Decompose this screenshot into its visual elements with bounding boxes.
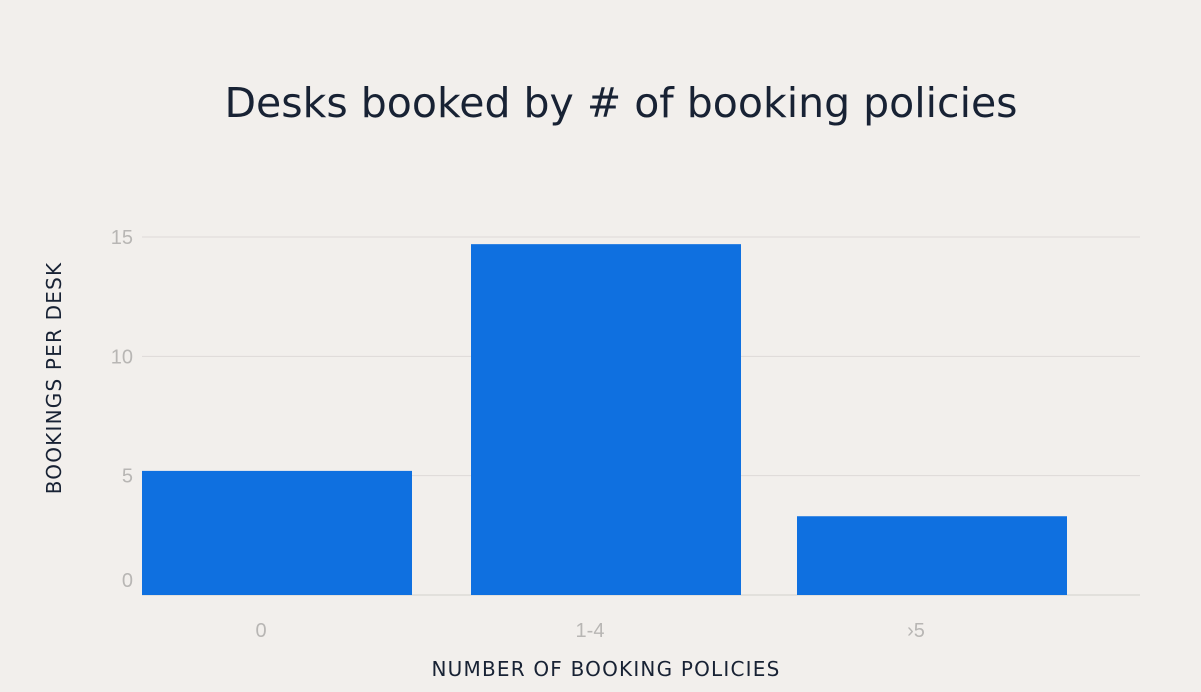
bars (142, 244, 1067, 595)
y-axis-ticks: 0 5 10 15 (111, 227, 133, 592)
bar (471, 244, 741, 595)
y-tick-label: 10 (111, 346, 133, 368)
bar (142, 470, 412, 595)
x-tick-label: 1-4 (576, 620, 605, 642)
x-axis-title: NUMBER OF BOOKING POLICIES (432, 657, 781, 681)
y-tick-label: 5 (122, 466, 133, 488)
chart-title: Desks booked by # of booking policies (224, 79, 1017, 127)
y-tick-label: 15 (111, 227, 133, 249)
bar (797, 516, 1067, 595)
x-axis-ticks: 0 1-4 ›5 (255, 620, 924, 642)
y-tick-label: 0 (122, 570, 133, 592)
y-axis-title: BOOKINGS PER DESK (42, 262, 66, 495)
x-tick-label: ›5 (907, 620, 925, 642)
x-tick-label: 0 (255, 620, 266, 642)
